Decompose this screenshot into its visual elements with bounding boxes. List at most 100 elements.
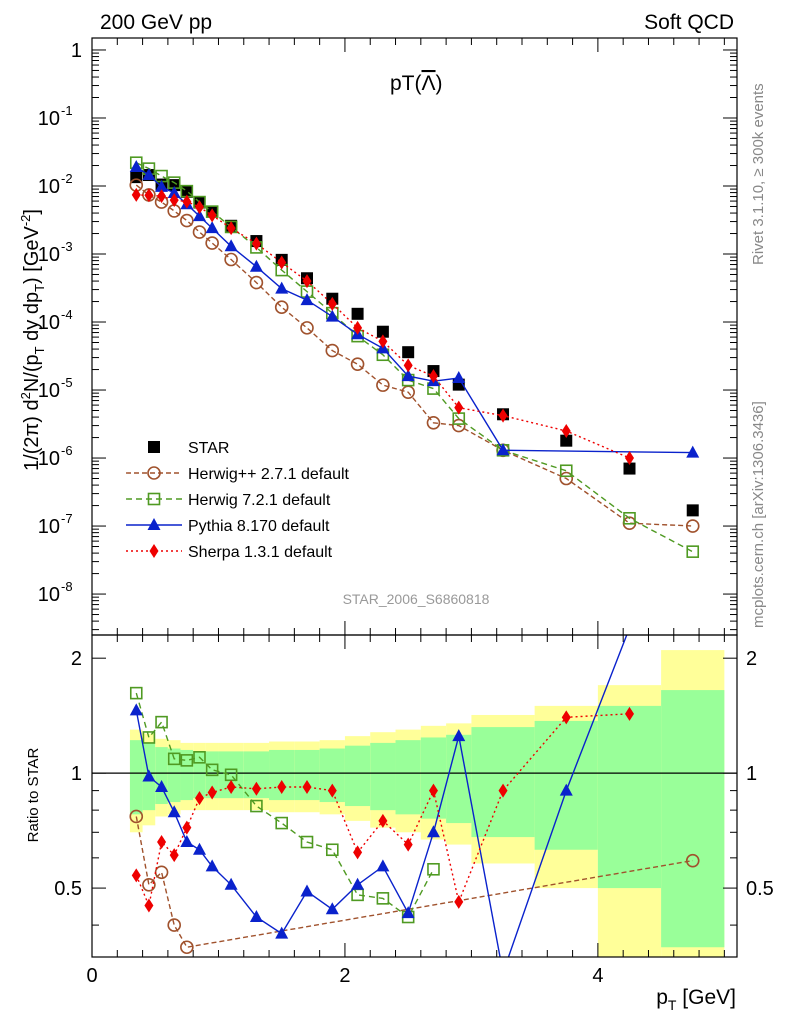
y-tick-label: 10 [38,448,60,470]
pythia-point [300,293,314,306]
pythia-point [155,179,169,192]
band-inner-segment [370,742,396,811]
herwigpp-point [274,300,289,315]
pythia-ratio-point [249,910,263,923]
herwig7-ratio-point [275,816,289,830]
main-ylabel: 1/(2π) d2N/(pT dy dpT) [GeV-2] [18,209,47,471]
ylabel-part-0: 1/(2π) d [21,399,43,471]
main-plot-series [129,156,700,558]
herwig7-line [135,692,435,919]
ratio-ylabel: Ratio to STAR [25,747,42,842]
legend-label-herwig7: Herwig 7.2.1 default [188,492,331,509]
sherpa-point [251,236,261,251]
pythia-point [129,160,143,173]
ylabel-part-5: T [32,284,47,292]
legend-marker-pythia [147,518,161,530]
y-tick-label: 10 [38,516,60,538]
pythia-point [325,309,339,322]
pythia-ratio-point [426,825,440,838]
sherpa-point [195,200,204,215]
sherpa-line [135,713,630,908]
band-inner-segment [446,734,472,824]
herwigpp-ratio-point [129,809,144,824]
pythia-point [452,371,466,384]
x-tick-label: 4 [592,965,603,987]
star-point [560,434,573,447]
ylabel-part-4: dy dp [21,292,43,346]
y-tick-label-exponent: -7 [61,511,73,526]
ratio-y-tick-label: 2 [71,648,82,670]
pythia-ratio-point [300,884,314,897]
herwig7-ratio-point [142,731,156,744]
star-point [623,462,636,475]
herwig7-line [136,162,694,553]
sherpa-point [454,400,464,415]
herwigpp-point [249,275,264,290]
star-point [402,346,415,359]
pythia-point [401,369,415,382]
pythia-ratio-point [376,859,390,872]
ylabel-part-2: N/(p [21,354,43,392]
legend-label-sherpa: Sherpa 1.3.1 default [188,544,333,561]
pythia-ratio-point [224,877,238,890]
y-tick-label-exponent: -8 [61,579,73,594]
herwig7-ratio-point [205,763,219,777]
pythia-ratio-point [142,769,156,782]
herwigpp-point [401,385,415,399]
legend-marker-star [148,441,160,453]
herwigpp-point [426,415,441,430]
y-tick-label-exponent: -4 [61,307,73,322]
herwig7-ratio-point [300,835,314,849]
herwig7-ratio-point [193,751,206,764]
pythia-ratio-point [351,877,365,890]
sherpa-ratio-point [144,898,154,913]
herwig7-point [686,545,700,558]
herwigpp-ratio-point [167,918,182,932]
sherpa-ratio-point [226,779,236,794]
band-inner-segment [395,740,421,815]
herwigpp-point [192,225,207,239]
herwigpp-point [376,378,390,392]
herwig7-ratio-point [376,892,390,905]
header-left: 200 GeV pp [100,11,212,34]
pythia-ratio-point [623,621,636,633]
sherpa-point [226,221,236,236]
x-tick-label: 0 [86,965,97,987]
pythia-point [249,259,263,272]
y-tick-label: 10 [38,244,60,266]
sherpa-ratio-point [403,837,413,852]
sherpa-ratio-point [207,785,217,800]
star-point [376,325,389,338]
herwig7-ratio-point [250,799,263,813]
mcplots-credit-text: mcplots.cern.ch [arXiv:1306.3436] [750,401,767,628]
band-inner-segment [344,745,371,807]
ratio-y-tick-label-right: 2 [746,648,757,670]
band-inner-segment [167,748,181,803]
band-inner-segment [420,737,447,819]
sherpa-ratio-point [131,868,141,883]
plot-title-symbol: Λ [422,72,436,95]
ylabel-part-3: T [32,346,47,354]
sherpa-ratio-point [498,783,508,798]
sherpa-point [428,369,438,384]
y-tick-label: 10 [38,176,60,198]
sherpa-ratio-point [353,845,363,860]
herwigpp-point [559,471,574,486]
sherpa-point [561,423,571,438]
herwigpp-point [180,213,194,228]
legend-marker-sherpa [149,544,159,558]
pythia-point [496,443,510,456]
pythia-point [224,239,238,252]
band-inner-segment [129,740,143,815]
sherpa-ratio-point [169,848,179,863]
sherpa-point [353,320,363,335]
x-axis-label-main: p [656,986,668,1009]
pythia-point [275,281,289,294]
y-tick-label-exponent: -2 [61,171,73,186]
legend-label-herwigpp: Herwig++ 2.7.1 default [188,466,350,483]
herwig7-point [623,511,636,525]
y-tick-label: 10 [38,584,60,606]
sherpa-ratio-point [378,813,388,828]
herwigpp-point [325,343,340,358]
y-tick-label: 10 [38,380,60,402]
